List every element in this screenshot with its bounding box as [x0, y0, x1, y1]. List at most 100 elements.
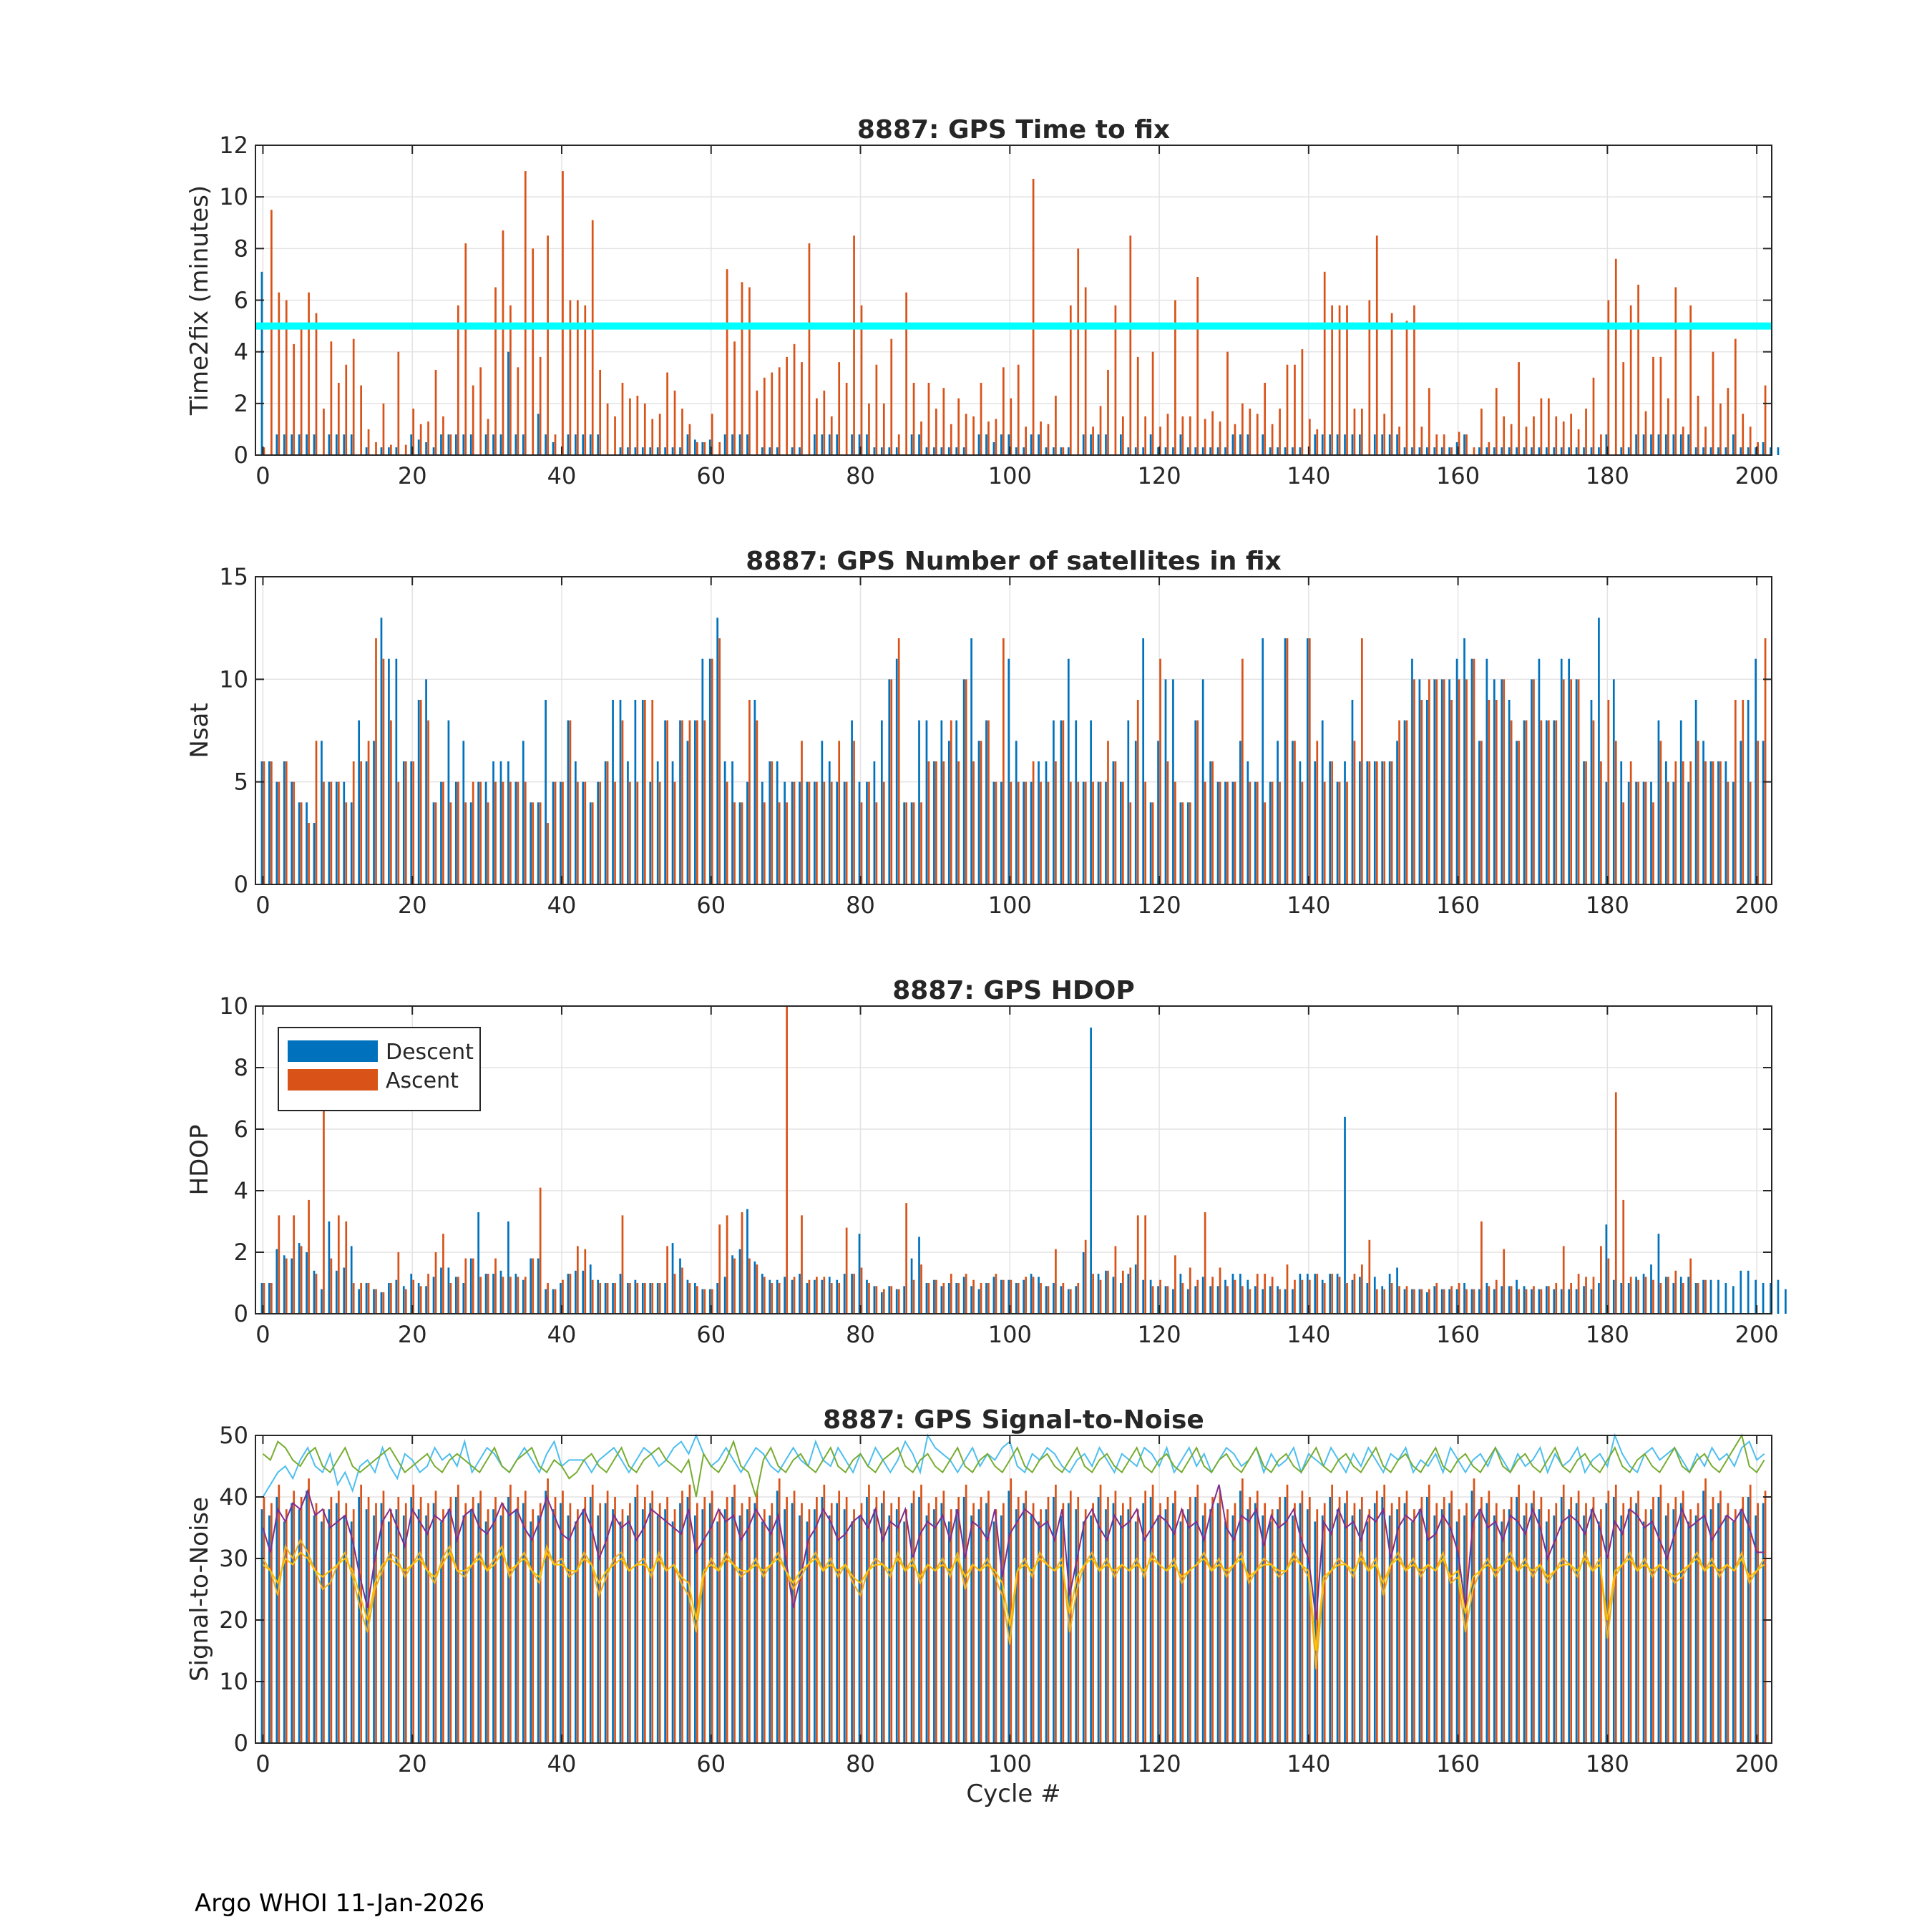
ascent-bar	[1510, 1497, 1513, 1743]
ascent-bar	[748, 1497, 751, 1743]
descent-bar	[716, 1521, 719, 1743]
ascent-bar	[419, 1286, 422, 1314]
descent-bar	[1157, 1515, 1159, 1743]
ascent-bar	[1652, 356, 1654, 455]
ascent-bar	[1241, 403, 1244, 455]
descent-bar	[1501, 1521, 1503, 1743]
ascent-bar	[562, 1279, 564, 1314]
ascent-bar	[1084, 1239, 1087, 1314]
descent-bar	[1583, 1286, 1585, 1314]
ascent-bar	[1592, 1497, 1595, 1743]
ascent-bar	[457, 1277, 459, 1314]
ascent-bar	[1488, 1286, 1491, 1314]
descent-bar	[1292, 447, 1294, 455]
ascent-bar	[666, 372, 668, 455]
chart-3: 0 20 40 60 80 100 120 140 160 180 20002468108887: …	[185, 976, 1787, 1348]
descent-bar	[1120, 434, 1122, 455]
descent-bar	[1553, 1289, 1556, 1314]
ascent-bar	[1525, 1503, 1528, 1743]
descent-bar	[791, 447, 794, 455]
ascent-bar	[1040, 781, 1042, 884]
descent-bar	[1008, 658, 1010, 884]
x-tick-label: 180	[1586, 892, 1629, 919]
descent-bar	[1516, 1279, 1518, 1314]
descent-bar	[1015, 447, 1018, 455]
descent-bar	[955, 447, 958, 455]
descent-bar	[806, 1521, 809, 1743]
descent-bar	[1396, 1509, 1398, 1743]
ascent-bar	[1017, 781, 1020, 884]
descent-bar	[298, 1509, 301, 1743]
descent-bar	[828, 761, 831, 884]
descent-bar	[641, 1509, 644, 1743]
ascent-bar	[733, 1258, 736, 1314]
descent-bar	[761, 1274, 763, 1314]
ascent-bar	[1592, 1277, 1595, 1314]
descent-bar	[582, 1509, 585, 1743]
descent-bar	[985, 720, 987, 884]
descent-bar	[1724, 761, 1727, 884]
descent-bar	[358, 720, 361, 884]
ascent-bar	[1689, 1509, 1692, 1743]
descent-bar	[962, 447, 965, 455]
ascent-bar	[980, 382, 982, 455]
ascent-bar	[330, 341, 333, 455]
ascent-bar	[912, 382, 915, 455]
ascent-bar	[621, 720, 624, 884]
ascent-bar	[673, 781, 676, 884]
descent-bar	[1194, 1286, 1197, 1314]
ascent-bar	[987, 421, 990, 455]
descent-bar	[275, 434, 278, 455]
ascent-bar	[935, 409, 937, 455]
descent-bar	[619, 1274, 622, 1314]
ascent-bar	[360, 385, 362, 455]
descent-bar	[1425, 1497, 1428, 1743]
descent-bar	[1575, 1503, 1578, 1743]
ascent-bar	[1271, 1277, 1274, 1314]
ascent-bar	[375, 1503, 377, 1743]
descent-bar	[388, 1283, 390, 1314]
descent-bar	[828, 1277, 831, 1314]
descent-bar	[1321, 1279, 1324, 1314]
descent-bar	[716, 1283, 719, 1314]
ascent-bar	[479, 367, 482, 455]
descent-bar	[1023, 781, 1025, 884]
ascent-bar	[1525, 1289, 1528, 1314]
descent-bar	[918, 434, 920, 455]
ascent-bar	[965, 414, 967, 455]
ascent-bar	[1226, 781, 1229, 884]
descent-bar	[836, 1503, 839, 1743]
descent-bar	[567, 1274, 570, 1314]
ascent-bar	[1099, 1279, 1102, 1314]
descent-bar	[1657, 1234, 1660, 1314]
descent-bar	[582, 781, 585, 884]
ascent-bar	[853, 741, 855, 884]
ascent-bar	[1622, 802, 1625, 884]
ascent-bar	[1338, 305, 1341, 455]
descent-bar	[1045, 761, 1048, 884]
descent-bar	[612, 1283, 614, 1314]
descent-bar	[806, 781, 809, 884]
descent-bar	[784, 1509, 786, 1743]
ascent-bar	[390, 444, 392, 455]
ascent-bar	[614, 416, 616, 455]
descent-bar	[1015, 1509, 1018, 1743]
ascent-bar	[1518, 362, 1520, 455]
descent-bar	[432, 1277, 435, 1314]
ascent-bar	[375, 1289, 377, 1314]
ascent-bar	[1196, 720, 1199, 884]
ascent-bar	[1592, 377, 1595, 455]
ascent-bar	[1099, 1484, 1102, 1743]
descent-bar	[1053, 447, 1055, 455]
x-tick-label: 80	[846, 1321, 875, 1348]
ascent-bar	[464, 243, 467, 455]
descent-bar	[1314, 1274, 1317, 1314]
ascent-bar	[1614, 258, 1617, 455]
descent-bar	[589, 1497, 592, 1743]
ascent-bar	[404, 1289, 407, 1314]
ascent-bar	[584, 781, 587, 884]
descent-bar	[306, 434, 308, 455]
ascent-bar	[494, 1497, 497, 1743]
ascent-bar	[412, 761, 415, 884]
y-tick-label: 2	[234, 390, 248, 417]
